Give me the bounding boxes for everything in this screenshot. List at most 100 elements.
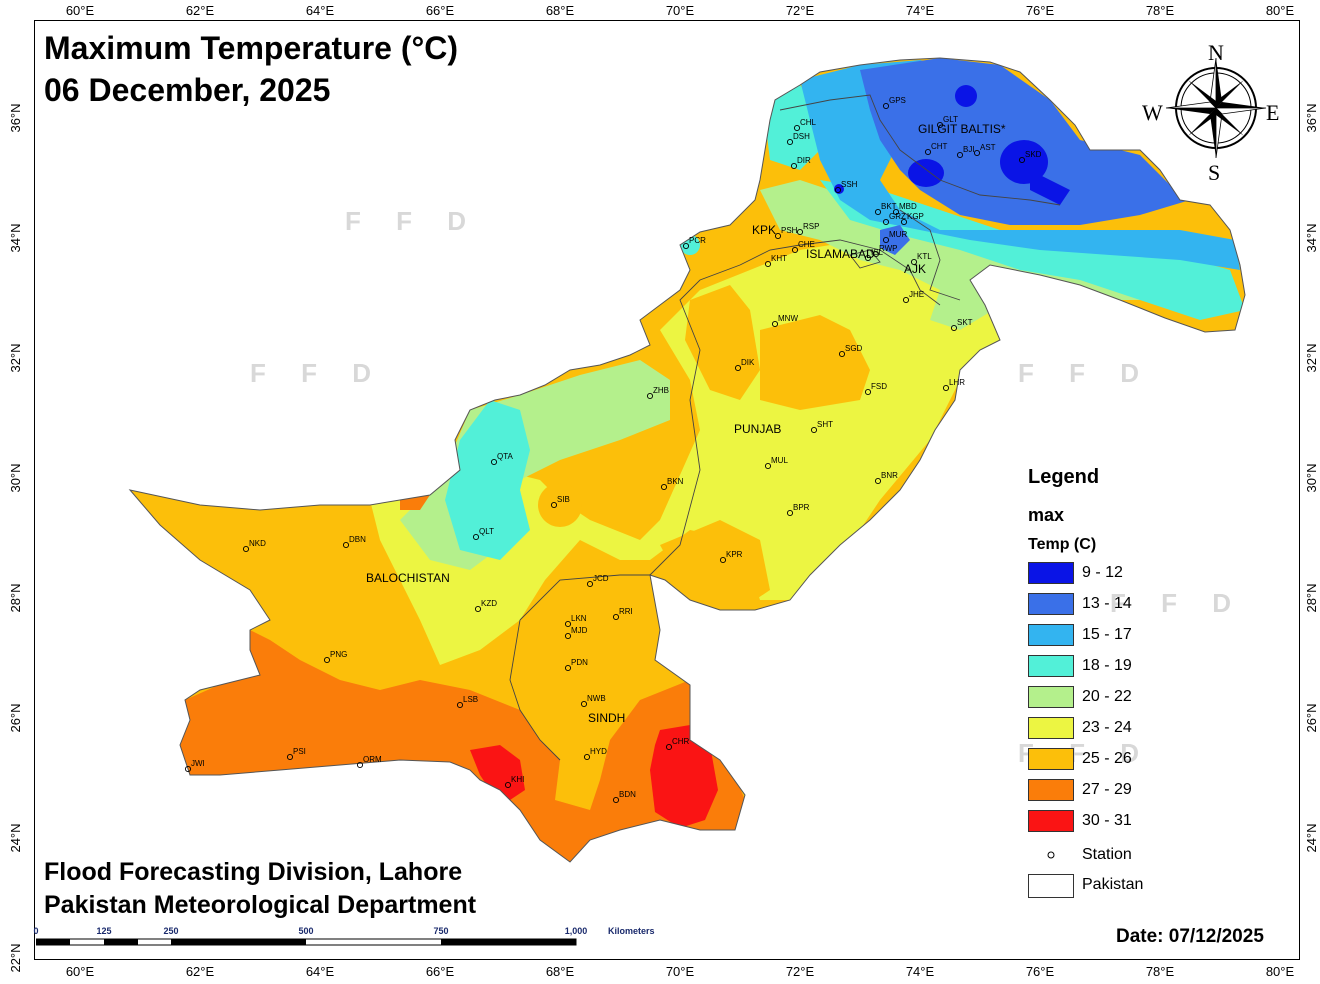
zone-30-31 xyxy=(650,725,718,828)
station-marker xyxy=(924,148,932,156)
station-label: LSB xyxy=(463,695,478,704)
station-marker xyxy=(864,388,872,396)
watermark: F F D xyxy=(345,206,480,236)
lat-tick: 32°N xyxy=(1304,343,1319,373)
lon-tick: 64°E xyxy=(305,964,335,979)
station-marker xyxy=(796,228,804,236)
station-label: BNR xyxy=(881,471,898,480)
legend-label: 13 - 14 xyxy=(1082,595,1132,612)
legend-title: Legend xyxy=(1028,466,1100,488)
scale-label: 1,000 xyxy=(564,926,588,936)
lon-tick: 80°E xyxy=(1265,964,1295,979)
lon-tick: 66°E xyxy=(425,3,455,18)
station-label: CHT xyxy=(931,142,948,151)
legend-class: 9 - 12 xyxy=(1028,562,1258,586)
station-marker xyxy=(791,246,799,254)
lon-tick: 60°E xyxy=(65,964,95,979)
lon-tick: 76°E xyxy=(1025,3,1055,18)
station-marker xyxy=(950,324,958,332)
station-marker xyxy=(456,701,464,709)
credit-pmd: Pakistan Meteorological Department xyxy=(44,891,477,919)
station-marker xyxy=(242,545,250,553)
station-label: QLT xyxy=(479,527,494,536)
scale-bar-graphic xyxy=(36,938,577,946)
station-label: RWP xyxy=(879,244,898,253)
station-marker xyxy=(342,541,350,549)
station-label: CHL xyxy=(800,118,817,127)
station-marker xyxy=(184,765,192,773)
station-label: PNG xyxy=(330,650,347,659)
station-marker xyxy=(902,296,910,304)
scale-label: 0 xyxy=(33,926,39,936)
legend-class: 15 - 17 xyxy=(1028,624,1258,648)
station-marker xyxy=(874,477,882,485)
legend-swatch xyxy=(1028,686,1074,708)
station-marker xyxy=(564,632,572,640)
legend-boundary: Pakistan xyxy=(1028,874,1258,898)
station-marker xyxy=(838,350,846,358)
legend-swatch xyxy=(1028,562,1074,584)
station-label: PCR xyxy=(689,236,706,245)
station-marker xyxy=(612,613,620,621)
station-marker xyxy=(682,242,690,250)
zone-25-26 xyxy=(760,315,870,410)
station-marker xyxy=(490,458,498,466)
station-label: NWB xyxy=(587,694,606,703)
legend-label: 9 - 12 xyxy=(1082,564,1123,581)
legend-swatch xyxy=(1028,717,1074,739)
lat-tick: 30°N xyxy=(1304,463,1319,493)
station-label: KHI xyxy=(511,775,524,784)
station-label: MJD xyxy=(571,626,588,635)
legend-swatch xyxy=(1028,624,1074,646)
station-label: ISL xyxy=(871,248,884,257)
station-marker xyxy=(323,656,331,664)
station-label: LHR xyxy=(949,378,965,387)
lon-tick: 74°E xyxy=(905,3,935,18)
map-frame xyxy=(34,20,1300,960)
zone-9-12 xyxy=(908,159,944,187)
lon-tick: 62°E xyxy=(185,964,215,979)
station-label: ORM xyxy=(363,755,382,764)
station-label: SKT xyxy=(957,318,973,327)
region-label-kpk: KPK xyxy=(752,223,776,237)
zone-30-31 xyxy=(470,745,525,800)
station-marker xyxy=(764,260,772,268)
lon-tick: 60°E xyxy=(65,3,95,18)
compass-west: W xyxy=(1142,100,1163,125)
station-marker-icon xyxy=(1047,851,1055,859)
station-label: BJI xyxy=(963,145,975,154)
station-marker xyxy=(973,149,981,157)
lon-tick: 62°E xyxy=(185,3,215,18)
station-label: KGP xyxy=(907,212,924,221)
station-label: FSD xyxy=(871,382,887,391)
lat-tick: 26°N xyxy=(1304,703,1319,733)
province-boundaries xyxy=(509,94,1061,761)
scale-unit: Kilometers xyxy=(608,926,655,936)
station-label: DBN xyxy=(349,535,366,544)
station-marker xyxy=(864,254,872,262)
station-label: DIK xyxy=(741,358,755,367)
station-marker xyxy=(786,509,794,517)
legend-swatch xyxy=(1028,748,1074,770)
station-label: KTL xyxy=(917,252,932,261)
region-label-punjab: PUNJAB xyxy=(734,422,781,436)
station-marker xyxy=(646,392,654,400)
legend-swatch xyxy=(1028,779,1074,801)
station-marker xyxy=(900,218,908,226)
station-marker xyxy=(810,426,818,434)
station-label: ZHB xyxy=(653,386,669,395)
legend-class: 18 - 19 xyxy=(1028,655,1258,679)
watermark: F F D xyxy=(1018,358,1153,388)
station-label: KZD xyxy=(481,599,497,608)
station-marker xyxy=(286,753,294,761)
legend-class: 30 - 31 xyxy=(1028,810,1258,834)
station-marker xyxy=(764,462,772,470)
legend-station-label: Station xyxy=(1082,846,1132,863)
station-label: SGD xyxy=(845,344,863,353)
station-marker xyxy=(612,796,620,804)
legend-class: 25 - 26 xyxy=(1028,748,1258,772)
legend-class: 20 - 22 xyxy=(1028,686,1258,710)
station-marker xyxy=(936,121,944,129)
legend-label: 15 - 17 xyxy=(1082,626,1132,643)
